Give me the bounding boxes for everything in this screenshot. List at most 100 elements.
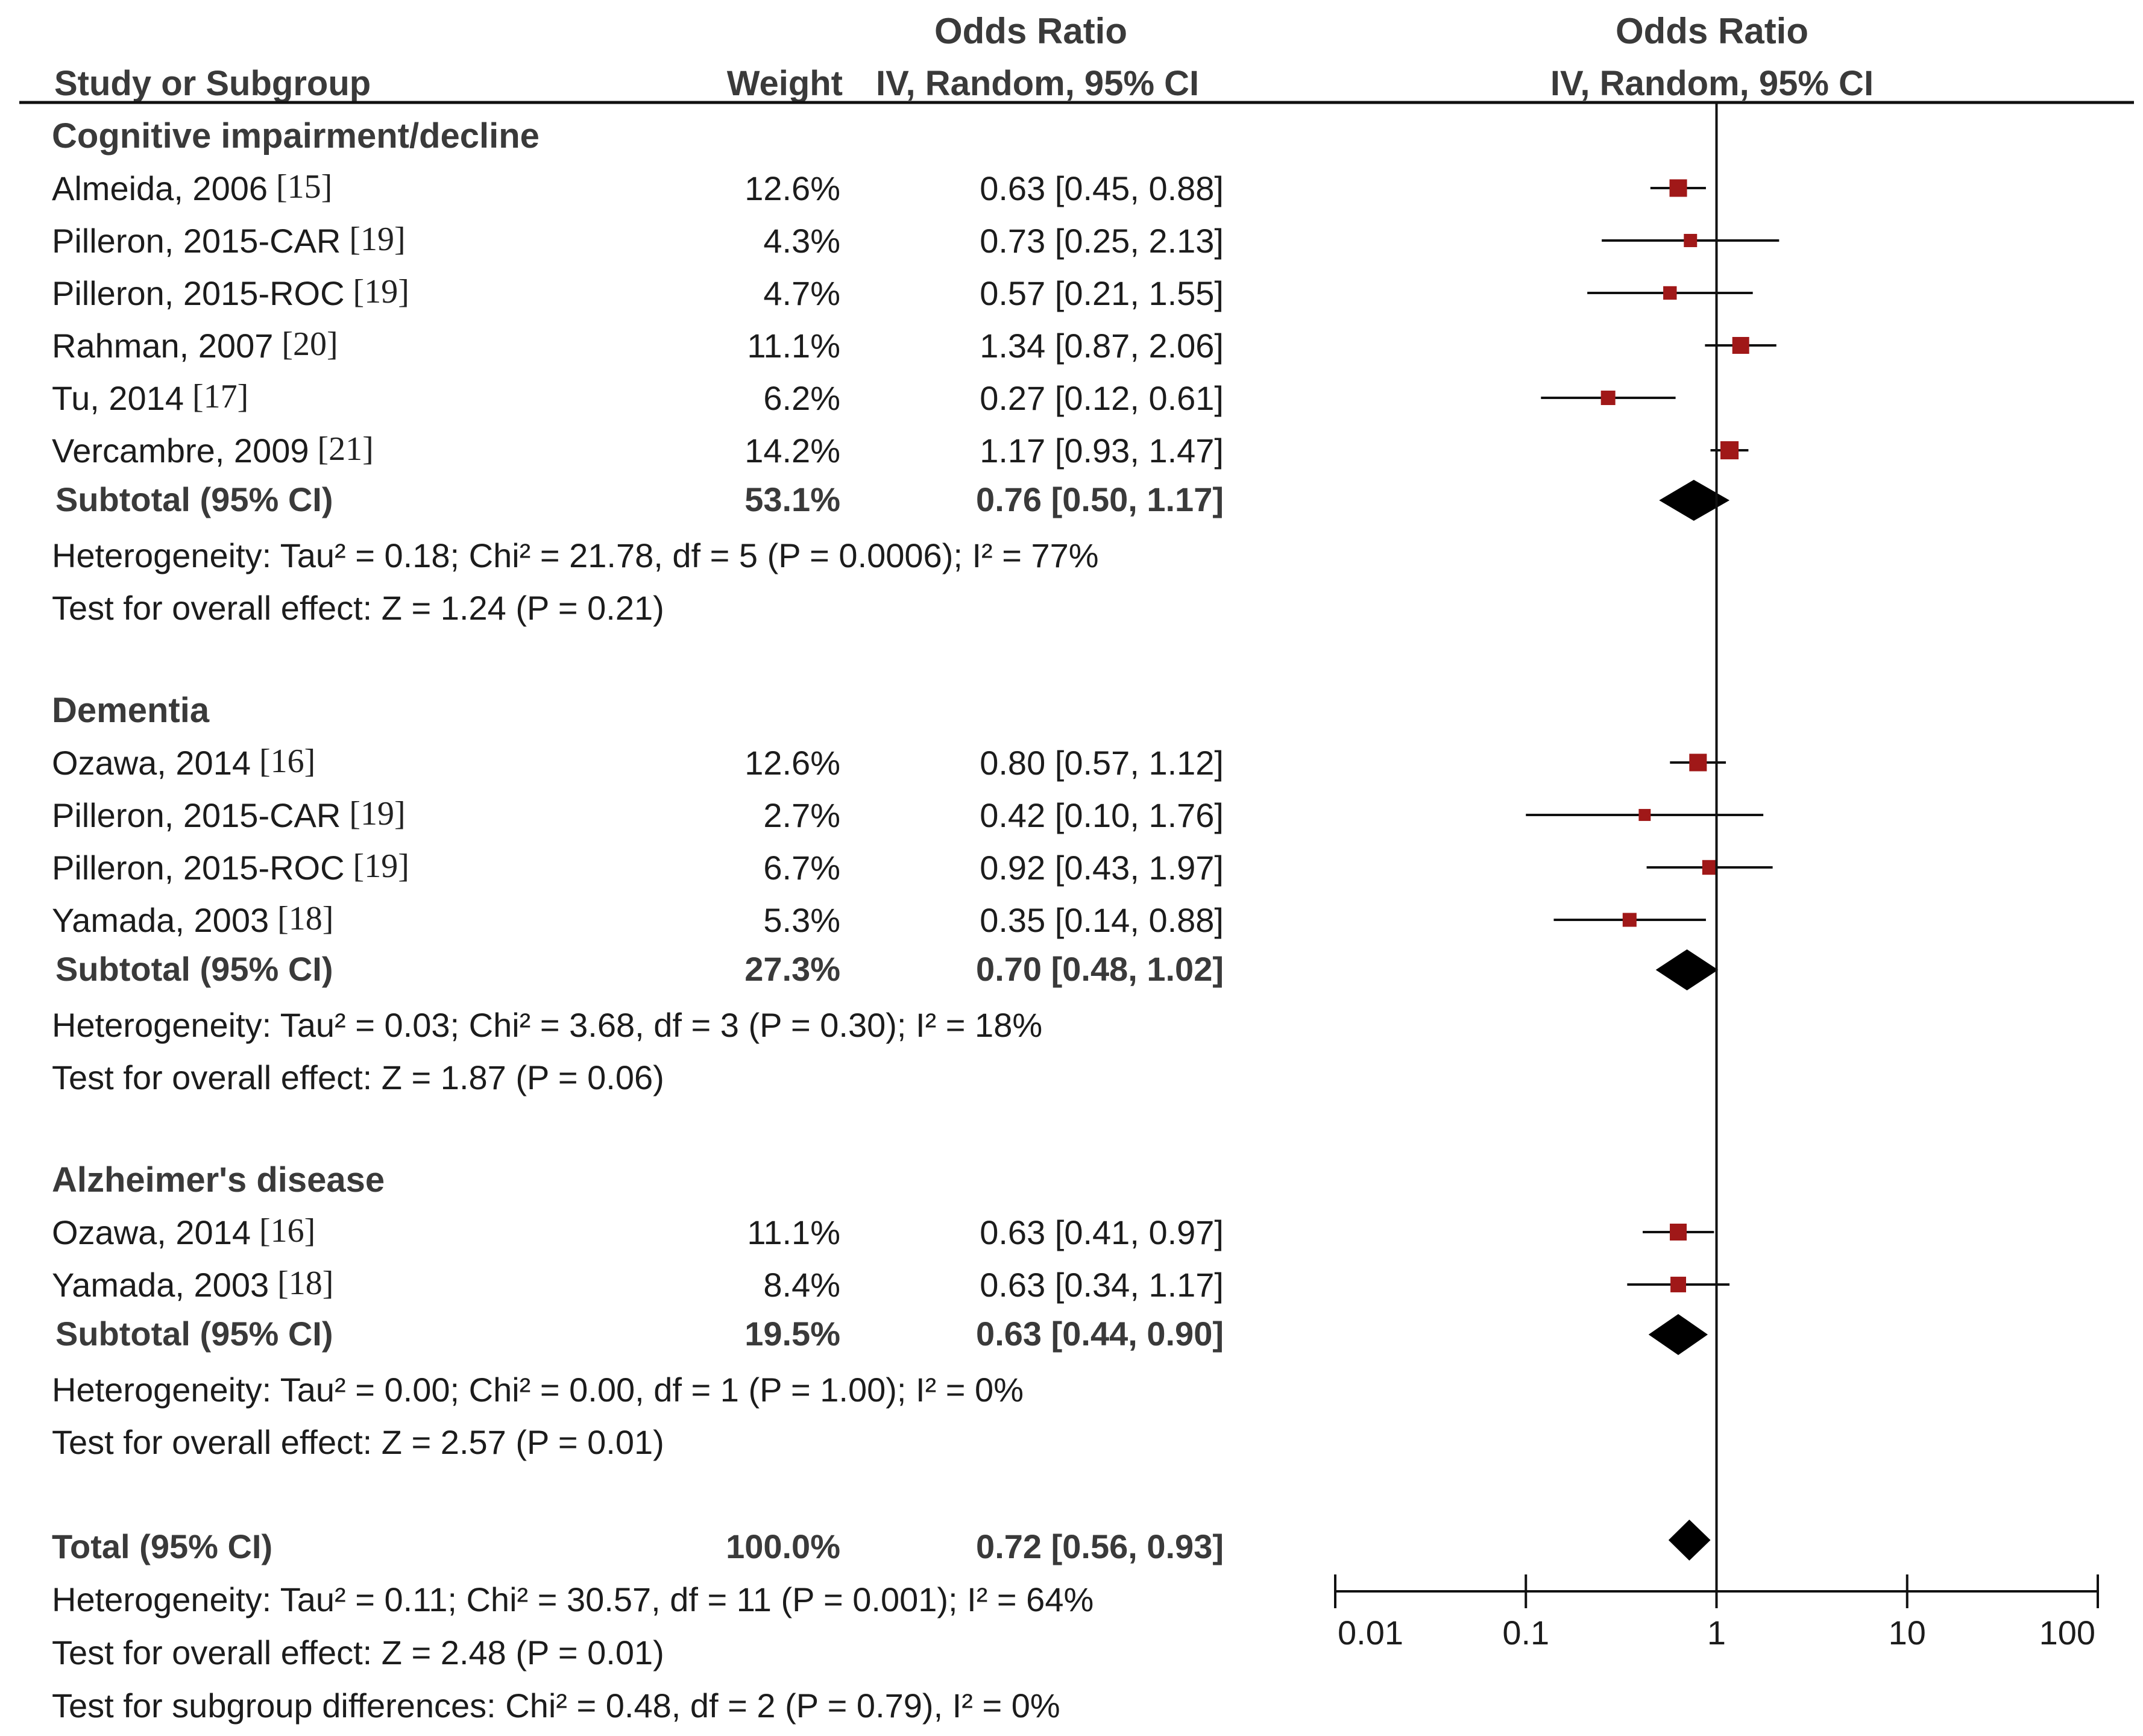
study-weight: 12.6% xyxy=(744,744,840,782)
subtotal-ci: 0.72 [0.56, 0.93] xyxy=(976,1527,1224,1565)
study-name: Ozawa, 2014 xyxy=(52,1213,251,1251)
study-label: Tu, 2014 [17] xyxy=(52,378,248,417)
study-name: Yamada, 2003 xyxy=(52,901,269,939)
header-plot-odds-ratio: Odds Ratio xyxy=(1616,11,1808,51)
study-reference: [15] xyxy=(268,168,332,206)
subtotal-weight: 27.3% xyxy=(744,950,840,988)
study-weight: 4.3% xyxy=(763,222,840,260)
point-estimate xyxy=(1670,1224,1687,1241)
x-tick-label: 10 xyxy=(1889,1614,1926,1652)
subgroup-differences-text: Test for subgroup differences: Chi² = 0.… xyxy=(52,1687,1060,1725)
study-name: Rahman, 2007 xyxy=(52,327,273,365)
subgroup-title: Dementia xyxy=(52,691,210,730)
point-estimate xyxy=(1720,441,1739,460)
study-reference: [19] xyxy=(341,795,405,832)
subtotal-weight: 100.0% xyxy=(726,1527,840,1565)
study-ci: 1.34 [0.87, 2.06] xyxy=(980,327,1224,365)
heterogeneity-text: Heterogeneity: Tau² = 0.03; Chi² = 3.68,… xyxy=(52,1006,1042,1044)
study-name: Pilleron, 2015-CAR xyxy=(52,222,341,260)
point-estimate xyxy=(1622,913,1637,927)
header-weight: Weight xyxy=(727,64,843,103)
point-estimate xyxy=(1663,286,1677,300)
subtotal-ci: 0.70 [0.48, 1.02] xyxy=(976,950,1224,988)
subtotal-diamond xyxy=(1655,949,1719,990)
study-ci: 0.35 [0.14, 0.88] xyxy=(980,901,1224,939)
study-ci: 0.73 [0.25, 2.13] xyxy=(980,222,1224,260)
subtotal-label: Subtotal (95% CI) xyxy=(55,950,333,988)
subtotal-ci: 0.63 [0.44, 0.90] xyxy=(976,1315,1224,1353)
header-or-method: IV, Random, 95% CI xyxy=(876,64,1199,103)
subtotal-label: Subtotal (95% CI) xyxy=(55,1315,333,1353)
study-label: Pilleron, 2015-ROC [19] xyxy=(52,273,409,312)
x-tick-label: 0.01 xyxy=(1338,1614,1403,1652)
total-overall-effect-text: Test for overall effect: Z = 2.48 (P = 0… xyxy=(52,1634,664,1672)
study-ci: 0.63 [0.45, 0.88] xyxy=(980,169,1224,207)
x-tick-label: 1 xyxy=(1707,1614,1726,1652)
study-ci: 0.63 [0.41, 0.97] xyxy=(980,1213,1224,1251)
study-weight: 14.2% xyxy=(744,432,840,470)
study-weight: 12.6% xyxy=(744,169,840,207)
study-name: Pilleron, 2015-CAR xyxy=(52,796,341,834)
study-weight: 5.3% xyxy=(763,901,840,939)
study-reference: [16] xyxy=(251,743,315,780)
study-label: Yamada, 2003 [18] xyxy=(52,900,333,939)
study-weight: 6.7% xyxy=(763,849,840,887)
study-ci: 0.80 [0.57, 1.12] xyxy=(980,744,1224,782)
study-label: Rahman, 2007 [20] xyxy=(52,326,338,365)
study-name: Tu, 2014 xyxy=(52,379,184,417)
study-reference: [16] xyxy=(251,1212,315,1250)
subtotal-diamond xyxy=(1648,1314,1708,1355)
study-label: Ozawa, 2014 [16] xyxy=(52,1212,315,1251)
study-name: Ozawa, 2014 xyxy=(52,744,251,782)
subtotal-label: Subtotal (95% CI) xyxy=(55,480,333,518)
study-reference: [19] xyxy=(345,848,409,885)
study-ci: 0.27 [0.12, 0.61] xyxy=(980,379,1224,417)
study-label: Yamada, 2003 [18] xyxy=(52,1265,333,1304)
point-estimate xyxy=(1689,753,1707,772)
study-weight: 11.1% xyxy=(747,327,840,365)
subtotal-weight: 53.1% xyxy=(744,480,840,518)
study-label: Vercambre, 2009 [21] xyxy=(52,430,374,470)
heterogeneity-text: Heterogeneity: Tau² = 0.18; Chi² = 21.78… xyxy=(52,536,1099,574)
study-label: Pilleron, 2015-CAR [19] xyxy=(52,795,406,834)
overall-effect-text: Test for overall effect: Z = 2.57 (P = 0… xyxy=(52,1423,664,1461)
study-reference: [17] xyxy=(184,378,248,415)
point-estimate xyxy=(1600,391,1616,405)
study-label: Almeida, 2006 [15] xyxy=(52,168,332,207)
study-name: Almeida, 2006 xyxy=(52,169,268,207)
study-ci: 0.63 [0.34, 1.17] xyxy=(980,1266,1224,1304)
study-name: Vercambre, 2009 xyxy=(52,432,309,470)
study-ci: 0.57 [0.21, 1.55] xyxy=(980,274,1224,312)
subtotal-ci: 0.76 [0.50, 1.17] xyxy=(976,480,1224,518)
study-reference: [19] xyxy=(341,221,405,258)
study-name: Pilleron, 2015-ROC xyxy=(52,849,345,887)
study-reference: [18] xyxy=(269,1265,333,1302)
subtotal-diamond xyxy=(1659,480,1730,521)
header-odds-ratio: Odds Ratio xyxy=(934,11,1127,51)
study-weight: 4.7% xyxy=(763,274,840,312)
study-label: Ozawa, 2014 [16] xyxy=(52,743,315,782)
subgroup-title: Alzheimer's disease xyxy=(52,1160,385,1200)
study-weight: 2.7% xyxy=(763,796,840,834)
point-estimate xyxy=(1669,179,1687,197)
study-weight: 8.4% xyxy=(763,1266,840,1304)
study-reference: [18] xyxy=(269,900,333,937)
study-label: Pilleron, 2015-CAR [19] xyxy=(52,221,406,260)
study-reference: [19] xyxy=(345,273,409,310)
study-reference: [21] xyxy=(309,430,373,468)
x-tick-label: 0.1 xyxy=(1502,1614,1549,1652)
header-study: Study or Subgroup xyxy=(54,64,371,103)
study-weight: 6.2% xyxy=(763,379,840,417)
study-ci: 0.42 [0.10, 1.76] xyxy=(980,796,1224,834)
overall-effect-text: Test for overall effect: Z = 1.24 (P = 0… xyxy=(52,589,664,627)
subtotal-weight: 19.5% xyxy=(744,1315,840,1353)
study-ci: 1.17 [0.93, 1.47] xyxy=(980,432,1224,470)
point-estimate xyxy=(1732,337,1749,354)
point-estimate xyxy=(1638,809,1651,821)
total-label: Total (95% CI) xyxy=(52,1527,272,1565)
subgroup-title: Cognitive impairment/decline xyxy=(52,116,540,156)
point-estimate xyxy=(1670,1277,1686,1292)
study-label: Pilleron, 2015-ROC [19] xyxy=(52,848,409,887)
total-diamond xyxy=(1668,1520,1711,1561)
